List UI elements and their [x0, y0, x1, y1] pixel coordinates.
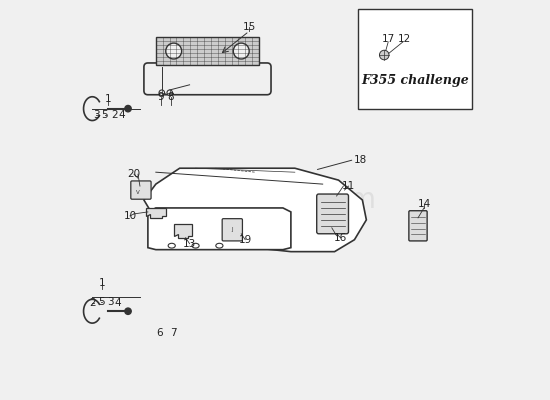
- Text: 12: 12: [398, 34, 411, 44]
- Text: 3: 3: [93, 110, 100, 120]
- Polygon shape: [146, 208, 166, 218]
- Text: 2: 2: [111, 110, 118, 120]
- FancyBboxPatch shape: [131, 181, 151, 199]
- Circle shape: [125, 106, 131, 112]
- Text: J: J: [232, 227, 233, 232]
- Text: 8: 8: [167, 92, 174, 102]
- Bar: [359, 9, 472, 109]
- Polygon shape: [144, 168, 366, 252]
- Text: 11: 11: [342, 181, 355, 191]
- Text: 1: 1: [99, 278, 106, 288]
- Text: F355 challenge: F355 challenge: [361, 74, 469, 87]
- Text: 16: 16: [334, 233, 347, 243]
- FancyBboxPatch shape: [317, 194, 349, 234]
- Text: 5: 5: [102, 110, 108, 120]
- Ellipse shape: [166, 43, 182, 59]
- Text: 3: 3: [107, 298, 113, 308]
- Text: 10: 10: [123, 211, 136, 221]
- Text: 20: 20: [128, 169, 141, 179]
- Text: 4: 4: [115, 298, 122, 308]
- Text: 4: 4: [119, 110, 125, 120]
- Text: 7: 7: [170, 328, 177, 338]
- FancyBboxPatch shape: [409, 211, 427, 241]
- Circle shape: [167, 90, 173, 96]
- Text: europarts.com: europarts.com: [174, 186, 376, 214]
- Bar: [156, 37, 259, 65]
- Text: 9: 9: [158, 92, 164, 102]
- Text: 14: 14: [417, 199, 431, 209]
- Text: 17: 17: [382, 34, 395, 44]
- Text: 15: 15: [243, 22, 256, 32]
- Text: 18: 18: [354, 155, 367, 165]
- Circle shape: [379, 50, 389, 60]
- Text: 19: 19: [239, 235, 252, 245]
- Text: 2: 2: [89, 298, 96, 308]
- Ellipse shape: [233, 43, 249, 59]
- FancyBboxPatch shape: [222, 219, 243, 241]
- Text: 1: 1: [105, 94, 112, 104]
- Text: 5: 5: [98, 298, 104, 308]
- Circle shape: [159, 90, 164, 96]
- Text: 13: 13: [183, 239, 196, 249]
- Text: 6: 6: [157, 328, 163, 338]
- Polygon shape: [174, 224, 191, 238]
- Circle shape: [125, 308, 131, 314]
- Text: V: V: [136, 190, 140, 195]
- Polygon shape: [148, 208, 291, 250]
